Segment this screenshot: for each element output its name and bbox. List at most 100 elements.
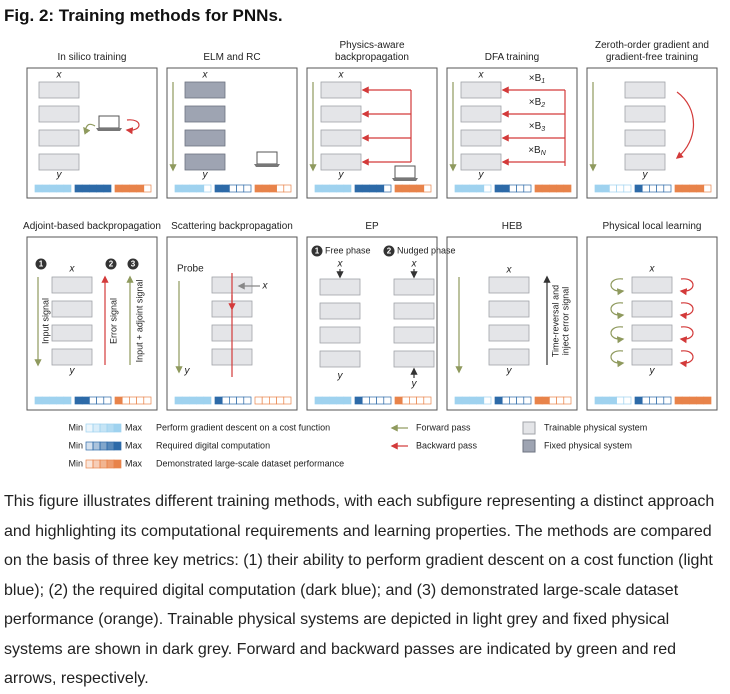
meter-segment	[409, 396, 417, 405]
label: x	[411, 259, 418, 270]
meter	[34, 184, 72, 193]
meter-segment	[454, 396, 463, 405]
meter-segment	[229, 184, 237, 193]
meter-segment	[674, 396, 683, 405]
meter	[494, 396, 532, 405]
meter-segment	[401, 396, 410, 405]
meter-segment	[609, 396, 617, 405]
meter	[314, 184, 352, 193]
meter-segment	[34, 184, 43, 193]
meter-segment	[416, 184, 425, 193]
label: x	[56, 70, 63, 81]
layer	[320, 105, 362, 123]
meter	[74, 396, 112, 405]
legend-meter-segment	[106, 441, 115, 451]
meter-segment	[203, 396, 212, 405]
legend-swatch	[522, 439, 536, 453]
meter-segment	[96, 396, 105, 405]
layer	[393, 350, 435, 368]
multiplier: ×B3	[529, 121, 546, 133]
layer	[631, 324, 673, 342]
meter-segment	[409, 184, 417, 193]
meter-segment	[254, 396, 263, 405]
curved-arrow	[679, 350, 694, 368]
meter-segment	[174, 396, 183, 405]
meter-segment	[103, 184, 112, 193]
meter-segment	[41, 396, 50, 405]
meter-segment	[63, 396, 72, 405]
panel-title: Adjoint-based backpropagation	[23, 221, 161, 232]
multiplier-base: ×B	[529, 73, 542, 84]
meter-segment	[329, 184, 337, 193]
label: y	[506, 366, 513, 377]
meter-segment	[114, 184, 123, 193]
layer	[624, 81, 666, 99]
label: Time-reversal and	[550, 285, 560, 357]
meter-segment	[476, 396, 485, 405]
meter-segment	[689, 184, 697, 193]
meter-segment	[696, 396, 705, 405]
meter-segment	[501, 396, 510, 405]
label: y	[202, 170, 209, 181]
meter-segment	[703, 396, 712, 405]
legend-meter-segment	[85, 423, 94, 433]
layer	[624, 129, 666, 147]
panel-title: DFA training	[484, 52, 540, 63]
label: y	[649, 366, 656, 377]
meter-segment	[656, 184, 665, 193]
curved-arrow	[675, 91, 695, 159]
meter-segment	[383, 184, 392, 193]
meter-segment	[56, 396, 65, 405]
label: Input signal	[40, 298, 50, 344]
legend-meter-segment	[92, 423, 101, 433]
label: 1	[39, 260, 44, 269]
meter-segment	[41, 184, 50, 193]
legend-meter-segment	[113, 441, 122, 451]
meter-segment	[96, 184, 105, 193]
layer	[184, 105, 226, 123]
layer	[320, 81, 362, 99]
meter-segment	[236, 184, 245, 193]
layer	[624, 153, 666, 171]
meter	[454, 396, 492, 405]
step-marker	[383, 245, 395, 257]
label: x	[649, 264, 656, 275]
label: y	[69, 366, 76, 377]
meter-segment	[276, 396, 285, 405]
meter-segment	[181, 396, 190, 405]
layer	[631, 348, 673, 366]
meter-segment	[509, 396, 517, 405]
curved-arrow	[610, 302, 625, 320]
meter-segment	[523, 396, 532, 405]
meter	[394, 184, 432, 193]
meter-segment	[563, 184, 572, 193]
panel-title: Zeroth-order gradient and gradient-free …	[595, 40, 709, 63]
legend-meter-segment	[106, 423, 115, 433]
legend-meter-segment	[92, 459, 101, 469]
label: Error signal	[108, 298, 118, 344]
meter	[634, 184, 672, 193]
meter-segment	[534, 396, 543, 405]
meter-segment	[469, 184, 477, 193]
meter	[634, 396, 672, 405]
meter-segment	[516, 184, 525, 193]
legend-swatch	[522, 421, 536, 435]
laptop-base	[392, 178, 418, 181]
meter-segment	[483, 396, 492, 405]
meter-segment	[283, 396, 292, 405]
label: x	[337, 259, 344, 270]
multiplier: ×BN	[528, 145, 547, 157]
meter	[314, 396, 352, 405]
meter-segment	[63, 184, 72, 193]
meter-segment	[594, 396, 603, 405]
label: Trainable physical system	[544, 422, 647, 432]
meter-segment	[549, 396, 557, 405]
layer	[393, 302, 435, 320]
meter-segment	[221, 396, 230, 405]
meter-segment	[369, 396, 377, 405]
meter-segment	[321, 396, 330, 405]
layer	[488, 348, 530, 366]
panel-box	[306, 236, 438, 411]
label: y	[56, 170, 63, 181]
meter-segment	[394, 184, 403, 193]
